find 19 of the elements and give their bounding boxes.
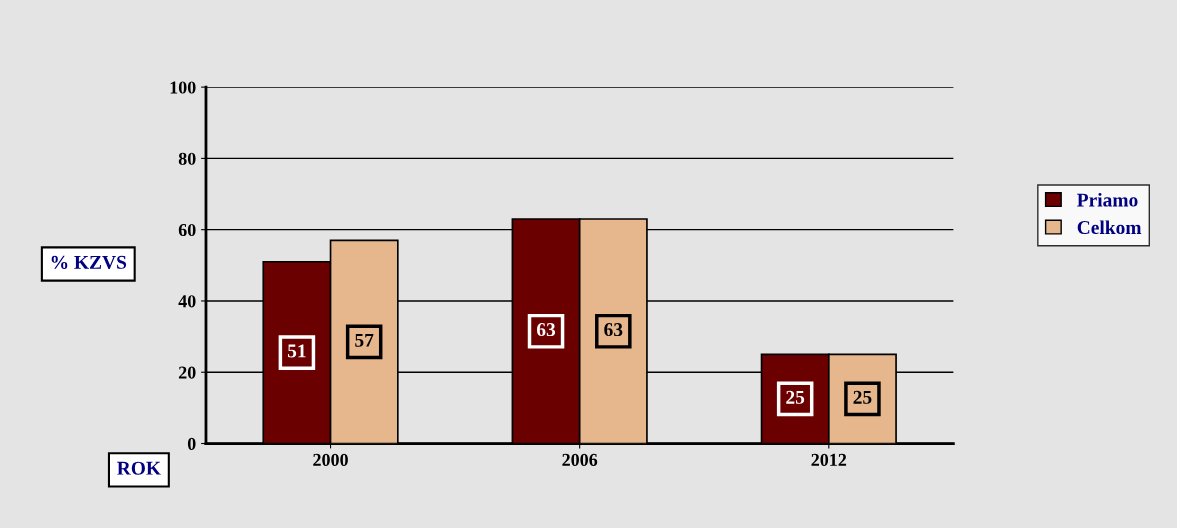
x-tick-label: 2000 <box>313 453 348 466</box>
x-tick-label: 2012 <box>811 453 847 466</box>
x-tick-label: 2006 <box>562 453 598 466</box>
data-label: 63 <box>536 323 556 337</box>
data-label: 25 <box>786 390 805 404</box>
y-axis-title: % KZVS <box>51 255 127 269</box>
y-tick-label: 80 <box>178 152 196 165</box>
y-tick-label: 0 <box>187 437 196 450</box>
y-tick-label: 100 <box>170 81 196 94</box>
y-tick-label: 20 <box>178 366 196 379</box>
y-tick-label: 60 <box>178 223 196 237</box>
y-tick-label: 40 <box>178 295 196 308</box>
x-axis-title: ROK <box>117 461 161 475</box>
legend-label: Celkom <box>1077 220 1142 235</box>
data-label: 25 <box>853 390 872 404</box>
legend-label: Priamo <box>1077 192 1138 207</box>
data-label: 63 <box>604 323 623 337</box>
data-label: 51 <box>287 344 306 358</box>
data-label: 57 <box>355 333 374 347</box>
